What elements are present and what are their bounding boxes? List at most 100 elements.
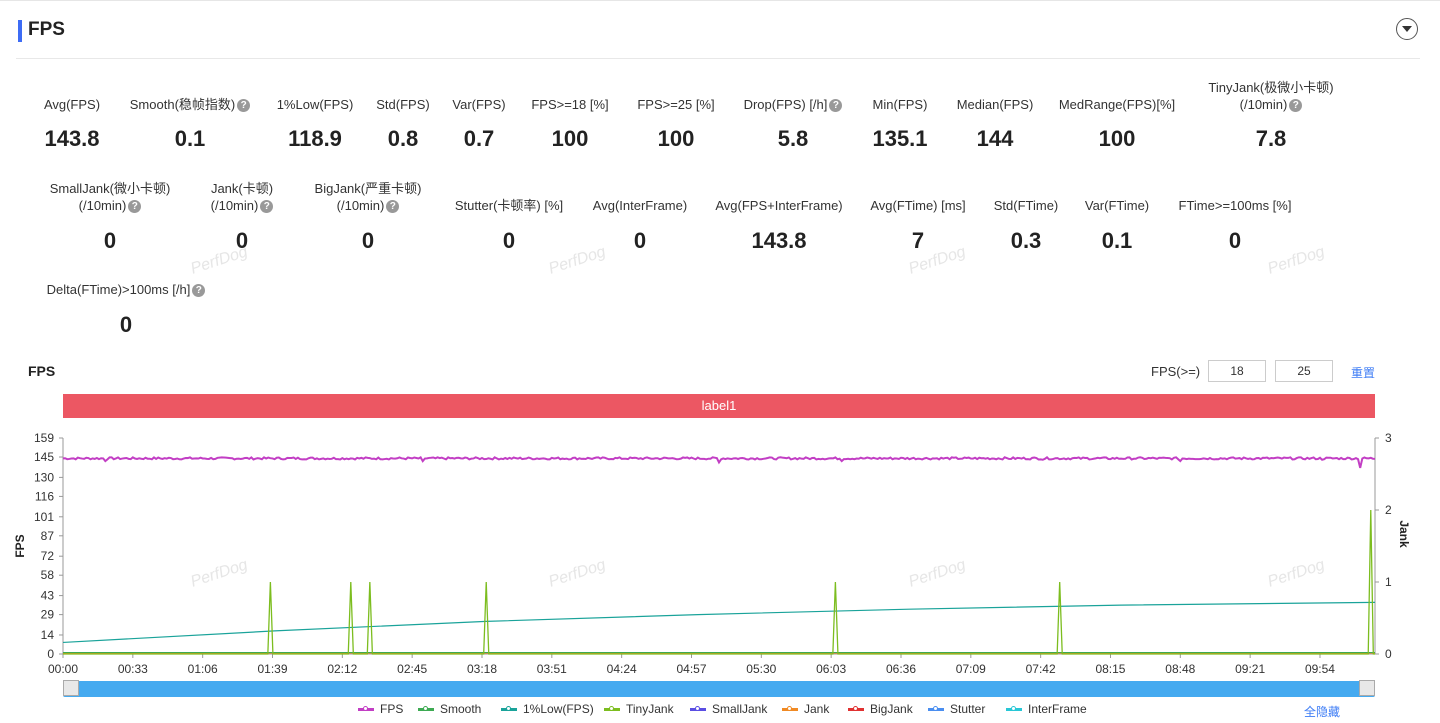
metric-label-unit: (/10min) xyxy=(210,198,259,213)
metric-label: Min(FPS) xyxy=(815,96,985,113)
hide-all-link[interactable]: 全隐藏 xyxy=(1304,705,1341,719)
y-tick-label: 145 xyxy=(34,450,54,464)
metric-value: 0.8 xyxy=(387,126,419,151)
metric-label: Std(FPS) xyxy=(318,96,488,113)
chevron-down-icon xyxy=(1402,26,1412,32)
metric-label: Median(FPS) xyxy=(910,96,1080,113)
legend-item[interactable]: SmallJank xyxy=(690,702,767,716)
y-tick-label: 101 xyxy=(34,510,54,524)
metric-label-text: TinyJank(极微小卡顿) xyxy=(1208,80,1334,95)
legend-label: SmallJank xyxy=(712,702,768,716)
metric-label-text: BigJank(严重卡顿) xyxy=(314,181,422,196)
metric: Delta(FTime)>100ms [/h]? 0 xyxy=(41,281,211,338)
metric-value: 0.1 xyxy=(1101,228,1133,253)
top-divider xyxy=(0,0,1440,1)
metric: Avg(FPS) 143.8 xyxy=(0,96,157,152)
metric: BigJank(严重卡顿) (/10min)? 0 xyxy=(283,180,453,254)
legend-item[interactable]: TinyJank xyxy=(604,702,674,716)
help-icon[interactable]: ? xyxy=(1289,99,1303,113)
metric: FTime>=100ms [%] 0 xyxy=(1150,197,1320,254)
metric-value: 135.1 xyxy=(872,126,928,151)
x-tick-label: 04:57 xyxy=(676,662,706,676)
y-tick-label: 29 xyxy=(41,608,55,622)
collapse-button[interactable] xyxy=(1396,18,1418,40)
legend-label: FPS xyxy=(380,702,404,716)
legend-swatch-icon xyxy=(1006,706,1022,712)
metric-label: Smooth(稳帧指数)? xyxy=(105,96,275,113)
metric-label: 1%Low(FPS) xyxy=(230,96,400,113)
x-tick-label: 09:54 xyxy=(1305,662,1335,676)
metric-label: SmallJank(微小卡顿) (/10min)? xyxy=(25,180,195,214)
legend-item[interactable]: FPS xyxy=(358,702,403,716)
metric-label-text: Avg(FPS+InterFrame) xyxy=(715,198,843,213)
metric-label-text: MedRange(FPS)[%] xyxy=(1058,97,1176,112)
metric-value: 5.8 xyxy=(777,126,809,151)
legend-label: Stutter xyxy=(950,702,986,716)
y2-tick-label: 3 xyxy=(1385,431,1392,445)
metric-value: 0 xyxy=(502,228,516,253)
x-tick-label: 05:30 xyxy=(746,662,776,676)
reset-link[interactable]: 重置 xyxy=(1351,366,1376,380)
metric-label-text: Avg(FTime) [ms] xyxy=(870,198,966,213)
legend-item[interactable]: Stutter xyxy=(928,702,985,716)
y-tick-label: 14 xyxy=(41,628,55,642)
x-tick-label: 07:09 xyxy=(956,662,986,676)
metric-value: 0.1 xyxy=(174,126,206,151)
y-tick-label: 130 xyxy=(34,470,54,484)
fps-threshold-input-2[interactable] xyxy=(1275,360,1333,382)
section-accent-bar xyxy=(18,20,22,42)
metric-label: FTime>=100ms [%] xyxy=(1150,197,1320,214)
metric: Avg(FTime) [ms] 7 xyxy=(833,197,1003,254)
metric-label-text: Min(FPS) xyxy=(872,97,928,112)
help-icon[interactable]: ? xyxy=(128,200,142,214)
metric-label-text: Delta(FTime)>100ms [/h] xyxy=(46,282,191,297)
slider-handle-start[interactable] xyxy=(63,680,79,696)
help-icon[interactable]: ? xyxy=(260,200,274,214)
help-icon[interactable]: ? xyxy=(829,99,843,113)
legend-swatch-icon xyxy=(690,706,706,712)
metric-label: Var(FPS) xyxy=(394,96,564,113)
chart-title: FPS xyxy=(28,363,56,379)
x-tick-label: 03:51 xyxy=(537,662,567,676)
x-tick-label: 08:48 xyxy=(1165,662,1195,676)
legend-swatch-icon xyxy=(418,706,434,712)
time-range-slider[interactable] xyxy=(63,680,1375,697)
metric-value: 7.8 xyxy=(1255,126,1287,151)
metric-value: 7 xyxy=(911,228,925,253)
y-axis-title: FPS xyxy=(13,534,27,557)
fps-filter-label: FPS(>=) xyxy=(1151,364,1201,379)
legend-item[interactable]: Jank xyxy=(782,702,829,716)
metric-label: Avg(FPS+InterFrame) xyxy=(694,197,864,214)
slider-handle-end[interactable] xyxy=(1359,680,1375,696)
metric: FPS>=25 [%] 100 xyxy=(591,96,761,152)
x-tick-label: 09:21 xyxy=(1235,662,1265,676)
metric-label: Delta(FTime)>100ms [/h]? xyxy=(41,281,211,298)
x-tick-label: 07:42 xyxy=(1026,662,1056,676)
help-icon[interactable]: ? xyxy=(237,99,251,113)
metric: FPS>=18 [%] 100 xyxy=(485,96,655,152)
metric-label-unit: (/10min) xyxy=(78,198,127,213)
legend-item[interactable]: Smooth xyxy=(418,702,481,716)
metric-label: Std(FTime) xyxy=(941,197,1111,214)
metric: Smooth(稳帧指数)? 0.1 xyxy=(105,96,275,152)
x-tick-label: 02:12 xyxy=(327,662,357,676)
metric: Avg(FPS+InterFrame) 143.8 xyxy=(694,197,864,254)
metric-label: BigJank(严重卡顿) (/10min)? xyxy=(283,180,453,214)
metric-label: Avg(FTime) [ms] xyxy=(833,197,1003,214)
help-icon[interactable]: ? xyxy=(386,200,400,214)
legend-item[interactable]: InterFrame xyxy=(1006,702,1087,716)
help-icon[interactable]: ? xyxy=(192,284,206,298)
legend-label: Jank xyxy=(804,702,830,716)
label-band[interactable]: label1 xyxy=(63,394,1375,418)
metric-value: 0.3 xyxy=(1010,228,1042,253)
metric-label: Avg(FPS) xyxy=(0,96,157,113)
legend-item[interactable]: 1%Low(FPS) xyxy=(501,702,594,716)
low1-line xyxy=(62,601,1376,644)
fps-threshold-input-1[interactable] xyxy=(1208,360,1266,382)
tinyjank-line xyxy=(63,509,1375,655)
legend-item[interactable]: BigJank xyxy=(848,702,913,716)
metric-value: 100 xyxy=(657,126,695,151)
legend-swatch-icon xyxy=(358,706,374,712)
metric: Avg(InterFrame) 0 xyxy=(555,197,725,254)
metric-label: MedRange(FPS)[%] xyxy=(1032,96,1202,113)
